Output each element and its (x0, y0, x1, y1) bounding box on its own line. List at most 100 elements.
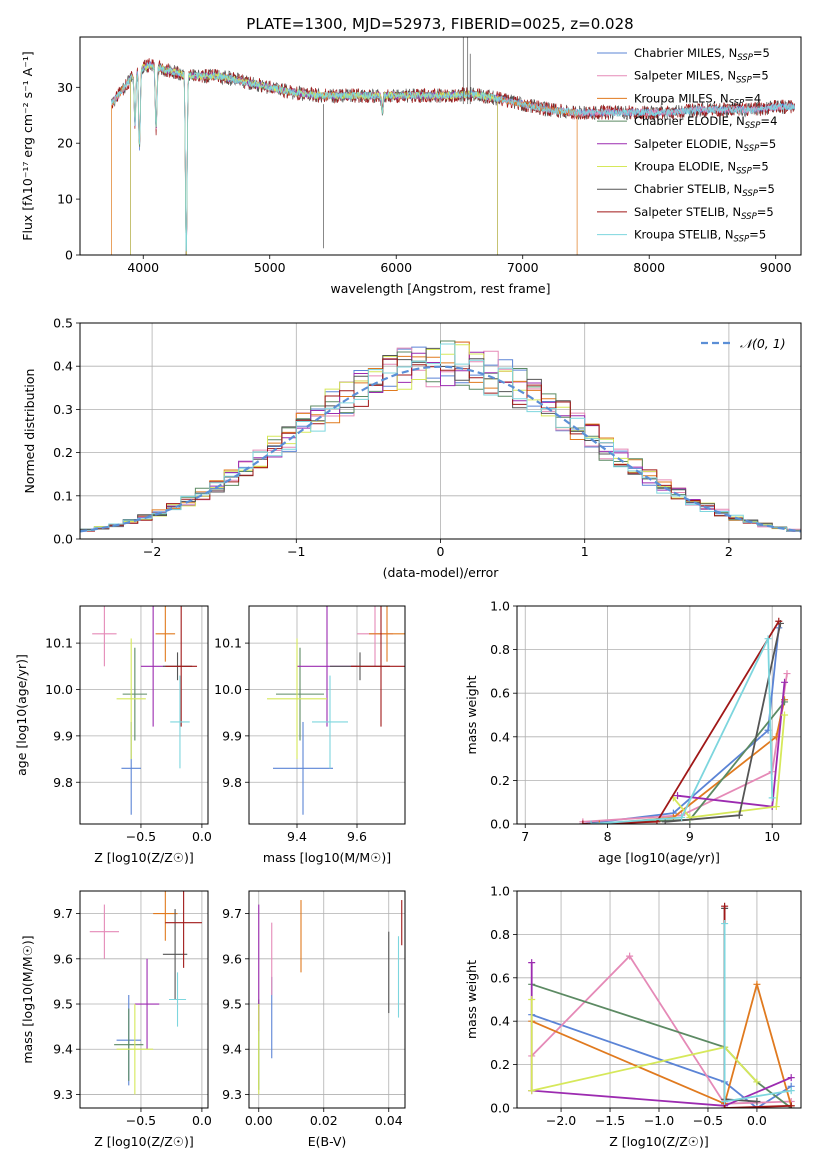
mass-weight-line-chabrier-miles (582, 627, 780, 824)
mass-weight-marker (787, 1087, 795, 1095)
x-tick-label: −2 (143, 544, 161, 559)
x-tick-label: 6000 (380, 260, 412, 275)
axes-frame (516, 890, 802, 1109)
y-tick-label: 20 (57, 136, 73, 151)
x-tick-label: 7000 (507, 260, 539, 275)
x-tick-label: 2 (725, 544, 733, 559)
y-tick-label: 9.4 (53, 1042, 73, 1057)
mass-weight-marker (721, 920, 729, 928)
mass-weight-marker (753, 980, 761, 988)
y-tick-label: 0.8 (490, 642, 510, 657)
mass-weight-line-salpeter-stelib (582, 620, 780, 824)
y-tick-label: 0.2 (490, 1057, 510, 1072)
y-tick-label: 0.2 (490, 773, 510, 788)
mass-weight-marker (721, 902, 729, 910)
legend-entry: 𝒩(0, 1) (740, 336, 786, 351)
legend-entry: Chabrier STELIB, NSSP=5 (634, 182, 775, 199)
histogram-kroupa-stelib (80, 343, 801, 539)
mass-weight-marker (678, 813, 686, 821)
legend-entry: Salpeter STELIB, NSSP=5 (634, 205, 774, 222)
mass-weight-line-kroupa-miles (531, 980, 793, 1107)
y-axis-label: mass [log10(M/M☉)] (20, 935, 35, 1063)
mass-weight-line-kroupa-stelib (723, 923, 792, 1103)
y-tick-label: 0.6 (490, 686, 510, 701)
x-axis-label: Z [log10(Z/Z☉)] (609, 1134, 709, 1149)
y-tick-label: 0.0 (53, 532, 73, 547)
spectrum-line-kroupa-elodie (130, 62, 498, 255)
mass-weight-marker (775, 617, 783, 625)
y-tick-label: 30 (57, 80, 73, 95)
x-tick-label: 8 (604, 829, 612, 844)
mass-weight-marker (674, 792, 682, 800)
mass-weight-marker (781, 678, 789, 686)
y-tick-label: 10.0 (45, 682, 73, 697)
spectrum-panel: 4000 5000 6000 7000 8000 9000 0 10 20 30 wavelengt… (20, 36, 802, 296)
x-tick-label: 0 (437, 544, 445, 559)
y-tick-label: 9.7 (53, 906, 73, 921)
y-tick-label: 0.4 (53, 359, 73, 374)
mass-weight-marker (735, 811, 743, 819)
mass-weight-marker (587, 820, 595, 824)
y-tick-label: 0.4 (490, 729, 510, 744)
legend-entry: Chabrier ELODIE, NSSP=4 (634, 114, 777, 131)
y-tick-label: 9.6 (222, 951, 242, 966)
y-tick-label: 0.0 (490, 817, 510, 832)
axes-frame (516, 605, 802, 825)
x-tick-label: 0.0 (192, 829, 212, 844)
x-axis-label: E(B-V) (308, 1134, 347, 1149)
x-tick-label: 5000 (254, 260, 286, 275)
y-axis-label: mass weight (464, 675, 479, 754)
mass-weight-marker (753, 1097, 761, 1105)
x-axis-label: Z [log10(Z/Z☉)] (94, 1134, 194, 1149)
x-axis-label: (data-model)/error (383, 565, 500, 580)
x-tick-label: −2.0 (546, 1113, 576, 1128)
x-tick-label: 0.00 (245, 1113, 273, 1128)
x-tick-label: 9 (686, 829, 694, 844)
mass-weight-line-chabrier-stelib (665, 623, 782, 823)
y-tick-label: 9.7 (222, 906, 242, 921)
y-tick-label: 10.1 (45, 636, 73, 651)
mass-weight-marker (753, 1078, 761, 1086)
mass-weight-line-kroupa-elodie (672, 714, 786, 819)
y-tick-label: 9.9 (53, 728, 73, 743)
x-tick-label: 0.0 (747, 1113, 767, 1128)
mass-weight-marker (528, 1087, 536, 1095)
age-vs-metallicity-panel: −0.5 0.0 9.8 9.9 10.0 10.1 Z [log10(Z/Z☉)] age … (14, 605, 212, 865)
legend-entry: Chabrier MILES, NSSP=5 (634, 46, 770, 63)
x-tick-label: 9.4 (287, 829, 307, 844)
x-tick-label: 0.04 (375, 1113, 403, 1128)
mass-weight-vs-age-panel: 7 8 9 10 0.0 0.2 0.4 0.6 0.8 1.0 age [log10(age/yr… (464, 599, 802, 865)
y-tick-label: 0.0 (490, 1101, 510, 1116)
residual-histogram-panel: −2 −1 0 1 2 0.0 0.1 0.2 0.3 0.4 0.5 (data-model)/er… (22, 316, 802, 580)
mass-weight-marker (721, 1104, 729, 1108)
x-tick-label: 4000 (127, 260, 159, 275)
mass-weight-marker (787, 1074, 795, 1082)
legend-entry: Salpeter MILES, NSSP=5 (634, 69, 769, 86)
y-tick-label: 0.6 (490, 970, 510, 985)
axes-frame (79, 36, 802, 256)
y-tick-label: 0.8 (490, 927, 510, 942)
x-tick-label: 9000 (760, 260, 792, 275)
legend-entry: Salpeter ELODIE, NSSP=5 (634, 137, 776, 154)
x-tick-label: 10 (764, 829, 780, 844)
mass-weight-line-salpeter-elodie (530, 962, 792, 1107)
legend-entry: Kroupa STELIB, NSSP=5 (634, 228, 766, 245)
y-tick-label: 0 (65, 248, 73, 263)
mass-weight-marker (626, 952, 634, 960)
axes-frame (79, 605, 209, 825)
mass-weight-marker (753, 1104, 761, 1108)
x-axis-label: Z [log10(Z/Z☉)] (94, 850, 194, 865)
x-tick-label: −1 (287, 544, 305, 559)
mass-weight-vs-metallicity-panel: −2.0 −1.5 −1.0 −0.5 0.0 0.0 0.2 0.4 0.6 0.8 1.0 Z [… (464, 884, 802, 1149)
x-axis-label: mass [log10(M/M☉)] (263, 850, 391, 865)
y-tick-label: 9.5 (53, 997, 73, 1012)
histogram-salpeter-stelib (80, 358, 801, 539)
x-tick-label: 1 (581, 544, 589, 559)
y-tick-label: 9.9 (222, 728, 242, 743)
x-tick-label: 7 (521, 829, 529, 844)
y-axis-label: Flux [fλ10⁻¹⁷ erg cm⁻² s⁻¹ A⁻¹] (20, 51, 35, 240)
y-tick-label: 9.6 (53, 951, 73, 966)
mass-weight-marker (721, 1097, 729, 1105)
x-tick-label: 0.02 (310, 1113, 338, 1128)
y-tick-label: 9.8 (222, 775, 242, 790)
